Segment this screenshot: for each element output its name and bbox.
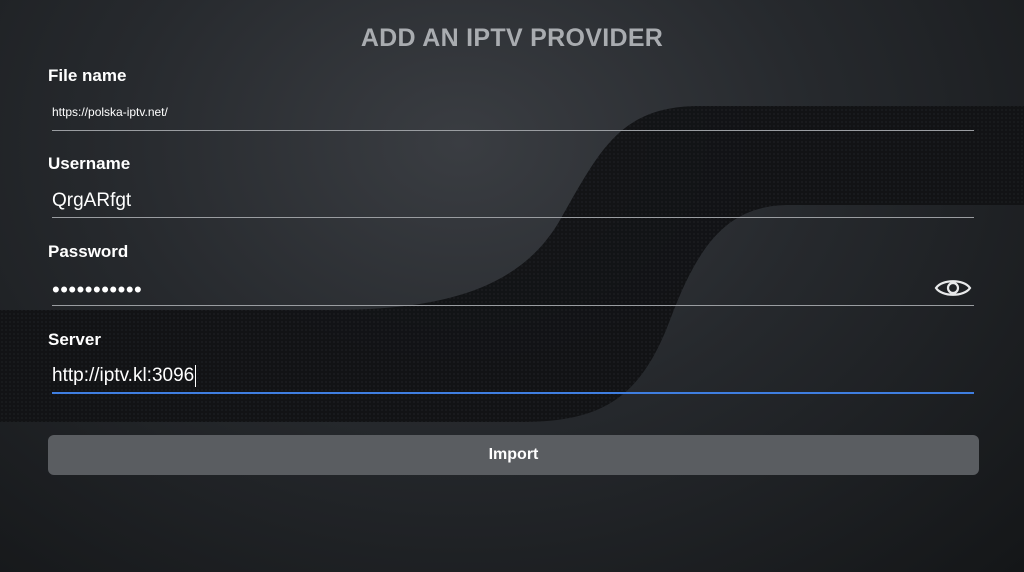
import-button[interactable]: Import (48, 435, 979, 475)
password-field[interactable]: ••••••••••• (52, 276, 974, 306)
file-name-field[interactable]: https://polska-iptv.net/ (52, 101, 974, 131)
username-field[interactable]: QrgARfgt (52, 188, 974, 218)
server-value: http://iptv.kl:3096 (52, 364, 197, 387)
file-name-label: File name (48, 66, 127, 85)
username-value: QrgARfgt (52, 190, 132, 211)
password-value: ••••••••••• (52, 277, 143, 302)
page-title: ADD AN IPTV PROVIDER (360, 24, 664, 52)
server-field[interactable]: http://iptv.kl:3096 (52, 364, 974, 394)
server-label: Server (48, 330, 101, 349)
password-label: Password (48, 242, 129, 261)
eye-icon[interactable] (934, 275, 972, 301)
username-label: Username (48, 154, 131, 173)
server-value-text: http://iptv.kl:3096 (52, 365, 195, 386)
file-name-value: https://polska-iptv.net/ (52, 105, 168, 119)
text-caret (195, 364, 197, 387)
